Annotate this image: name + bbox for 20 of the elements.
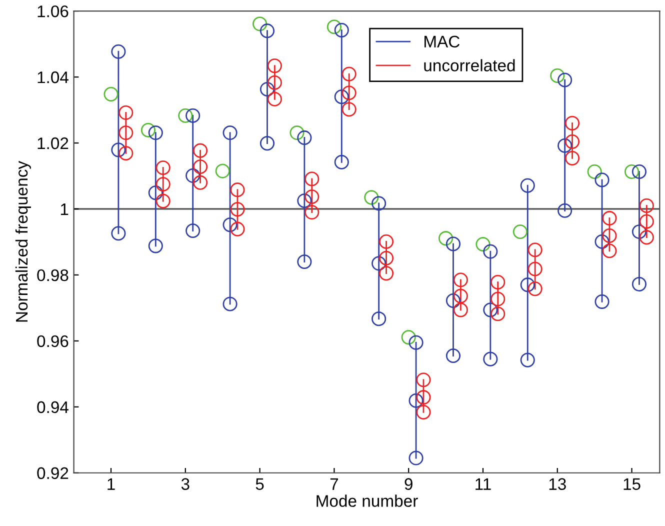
legend-label: MAC — [424, 36, 460, 48]
y-tick-label: 1.04 — [38, 71, 68, 84]
y-tick-label: 0.98 — [37, 269, 68, 282]
y-tick-label: 1.06 — [38, 5, 68, 18]
x-tick-label: 15 — [624, 478, 640, 490]
legend-label: uncorrelated — [424, 59, 515, 72]
y-tick-label: 1.02 — [38, 137, 68, 150]
x-tick-label: 5 — [256, 478, 264, 490]
x-tick-label: 1 — [108, 478, 115, 490]
y-axis-title: Normalized frequency — [15, 160, 31, 322]
x-tick-label: 9 — [404, 478, 412, 490]
x-tick-label: 3 — [181, 478, 190, 490]
x-tick-label: 7 — [330, 478, 338, 490]
x-axis-title: Mode number — [316, 494, 418, 507]
x-tick-label: 13 — [549, 478, 566, 490]
x-tick-label: 11 — [476, 478, 491, 490]
y-tick-label: 0.96 — [37, 335, 68, 348]
y-tick-label: 0.92 — [37, 467, 68, 480]
y-tick-label: 1 — [60, 204, 68, 216]
y-tick-label: 0.94 — [37, 401, 68, 414]
